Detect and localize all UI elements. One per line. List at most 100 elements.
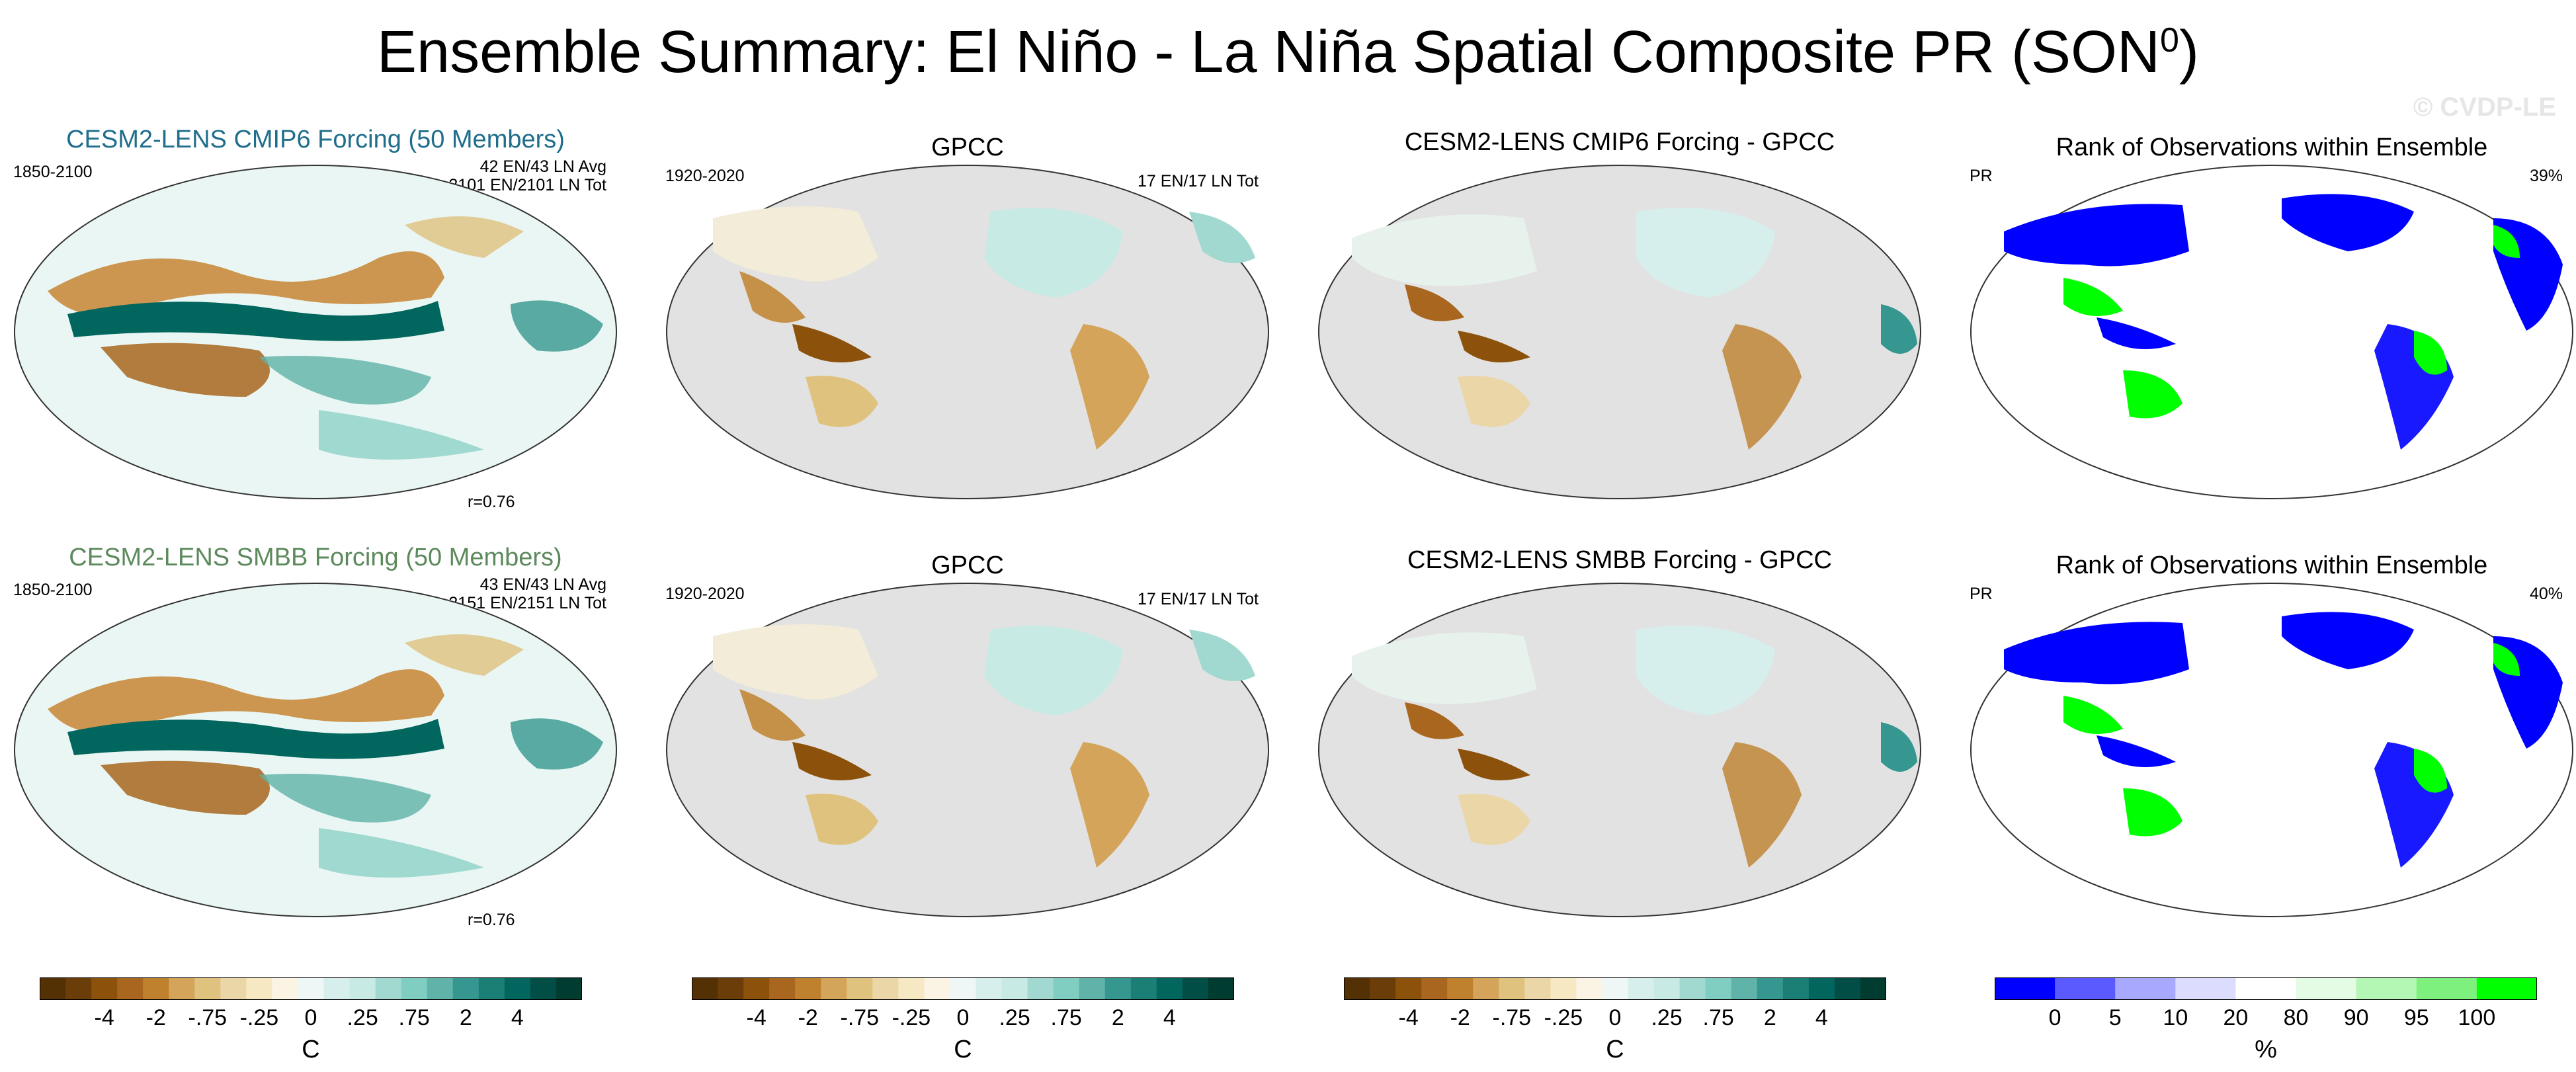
colorbar-tick-label: .25 bbox=[347, 1005, 378, 1030]
colorbar-swatch bbox=[2055, 977, 2116, 1000]
colorbar-tick-labels: -4 -2 -.75 -.25 0 .25 .75 2 4 bbox=[1344, 1005, 1959, 1032]
figure-title: Ensemble Summary: El Niño - La Niña Spat… bbox=[377, 19, 2199, 85]
composite-count: 17 EN/17 LN Tot bbox=[1138, 590, 1259, 608]
colorbar-tick-label: -2 bbox=[798, 1005, 818, 1030]
colorbar-unit: C bbox=[302, 1036, 320, 1063]
colorbar-swatches bbox=[692, 977, 1234, 1000]
colorbar-swatch bbox=[1576, 977, 1602, 1000]
colorbar-swatch bbox=[1208, 977, 1234, 1000]
panel-gpcc: GPCC 1920-2020 17 EN/17 LN Tot bbox=[660, 126, 1275, 522]
colorbar-swatch bbox=[1705, 977, 1732, 1000]
colorbar-swatch bbox=[375, 977, 402, 1000]
colorbar-swatch bbox=[1757, 977, 1784, 1000]
colorbar-tick-label: -.75 bbox=[1492, 1005, 1532, 1030]
colorbar-swatch bbox=[1421, 977, 1448, 1000]
colorbar-tick-label: -4 bbox=[746, 1005, 767, 1030]
panel-title: GPCC bbox=[931, 552, 1004, 579]
map-rank bbox=[1970, 583, 2573, 917]
colorbar-swatch bbox=[1182, 977, 1209, 1000]
colorbar-swatch bbox=[1499, 977, 1525, 1000]
colorbar-swatches bbox=[1344, 977, 1886, 1000]
period-label: 1920-2020 bbox=[665, 167, 745, 185]
colorbar-tick-label: .75 bbox=[1050, 1005, 1082, 1030]
colorbar-swatch bbox=[1344, 977, 1370, 1000]
colorbar-tick-label: 10 bbox=[2163, 1005, 2188, 1030]
colorbar-tick-label: 4 bbox=[1163, 1005, 1176, 1030]
pattern-correlation: r=0.76 bbox=[468, 493, 515, 511]
colorbar-tick-label: 0 bbox=[2048, 1005, 2061, 1030]
colorbar-swatch bbox=[91, 977, 118, 1000]
colorbar-tick-label: 0 bbox=[304, 1005, 317, 1030]
colorbar-swatch bbox=[349, 977, 376, 1000]
colorbar-swatch bbox=[743, 977, 770, 1000]
colorbar-swatch bbox=[1524, 977, 1551, 1000]
rank-percentage: 40% bbox=[2529, 585, 2563, 603]
panel-smbb-ensemble: CESM2-LENS SMBB Forcing (50 Members) 185… bbox=[8, 544, 623, 940]
panel-rank: Rank of Observations within Ensemble PR … bbox=[1964, 126, 2576, 522]
colorbar-swatch bbox=[1653, 977, 1681, 1000]
colorbar-swatch bbox=[976, 977, 1003, 1000]
colorbar-swatch bbox=[2115, 977, 2176, 1000]
colorbar-swatch bbox=[556, 977, 582, 1000]
colorbar-tick-label: -2 bbox=[1450, 1005, 1470, 1030]
colorbar-swatch bbox=[1628, 977, 1655, 1000]
colorbar-border bbox=[1344, 977, 1886, 1000]
colorbar-border bbox=[1995, 977, 2537, 1000]
panel-title: Rank of Observations within Ensemble bbox=[2056, 552, 2488, 579]
map-observations bbox=[666, 583, 1269, 917]
pattern-correlation: r=0.76 bbox=[468, 911, 515, 929]
colorbar-swatch bbox=[1782, 977, 1809, 1000]
panel-title: CESM2-LENS SMBB Forcing (50 Members) bbox=[69, 544, 562, 571]
colorbar-swatch bbox=[1602, 977, 1629, 1000]
colorbar-tick-label: 90 bbox=[2343, 1005, 2369, 1030]
panel-title: CESM2-LENS CMIP6 Forcing (50 Members) bbox=[66, 126, 565, 153]
colorbar-swatch bbox=[323, 977, 351, 1000]
map-difference bbox=[1318, 583, 1921, 917]
map-rank bbox=[1970, 165, 2573, 499]
panel-title: GPCC bbox=[931, 134, 1004, 161]
colorbar-tick-label: 2 bbox=[1763, 1005, 1776, 1030]
colorbar-swatch bbox=[1001, 977, 1028, 1000]
colorbar-swatch bbox=[169, 977, 195, 1000]
colorbar-tick-label: 80 bbox=[2283, 1005, 2309, 1030]
colorbar-tick-label: -.25 bbox=[1544, 1005, 1583, 1030]
colorbar-unit: % bbox=[2255, 1036, 2277, 1063]
colorbar-swatch bbox=[452, 977, 479, 1000]
colorbar-swatch bbox=[1860, 977, 1886, 1000]
colorbar-tick-label: -.75 bbox=[188, 1005, 228, 1030]
colorbar-tick-label: 100 bbox=[2458, 1005, 2496, 1030]
colorbar-tick-label: .75 bbox=[398, 1005, 430, 1030]
colorbar-swatch bbox=[1130, 977, 1157, 1000]
colorbar-swatch bbox=[1679, 977, 1706, 1000]
colorbar-tick-label: .75 bbox=[1702, 1005, 1734, 1030]
colorbar-tick-labels: -4 -2 -.75 -.25 0 .25 .75 2 4 bbox=[692, 1005, 1307, 1032]
colorbar-tick-label: -2 bbox=[145, 1005, 166, 1030]
colorbar-swatch bbox=[194, 977, 221, 1000]
colorbar-swatch bbox=[478, 977, 505, 1000]
colorbar-swatch bbox=[2175, 977, 2236, 1000]
colorbar-border bbox=[40, 977, 582, 1000]
colorbar-swatch bbox=[1808, 977, 1835, 1000]
colorbar-tick-label: 20 bbox=[2223, 1005, 2249, 1030]
colorbar-swatch bbox=[298, 977, 325, 1000]
colorbar-tick-label: -.25 bbox=[892, 1005, 931, 1030]
colorbar-swatch bbox=[2235, 977, 2297, 1000]
colorbar-tick-label: -4 bbox=[1398, 1005, 1419, 1030]
colorbar-swatch bbox=[143, 977, 169, 1000]
watermark: © CVDP-LE bbox=[2413, 93, 2556, 122]
colorbar-tick-labels: 0 5 10 20 80 90 95 100 bbox=[1995, 1005, 2576, 1032]
map-difference bbox=[1318, 165, 1921, 499]
colorbar-swatch bbox=[898, 977, 925, 1000]
colorbar-tick-label: 4 bbox=[511, 1005, 524, 1030]
composite-count: 17 EN/17 LN Tot bbox=[1138, 172, 1259, 190]
colorbar-tick-label: 0 bbox=[1608, 1005, 1622, 1030]
variable-label: PR bbox=[1970, 167, 1993, 185]
colorbar-swatches bbox=[40, 977, 582, 1000]
variable-label: PR bbox=[1970, 585, 1993, 603]
panel-title: CESM2-LENS CMIP6 Forcing - GPCC bbox=[1404, 128, 1835, 156]
colorbar-swatch bbox=[2296, 977, 2357, 1000]
colorbar-swatch bbox=[1447, 977, 1474, 1000]
colorbar-swatch bbox=[1550, 977, 1577, 1000]
colorbar-swatch bbox=[692, 977, 718, 1000]
colorbar-tick-label: 4 bbox=[1815, 1005, 1828, 1030]
